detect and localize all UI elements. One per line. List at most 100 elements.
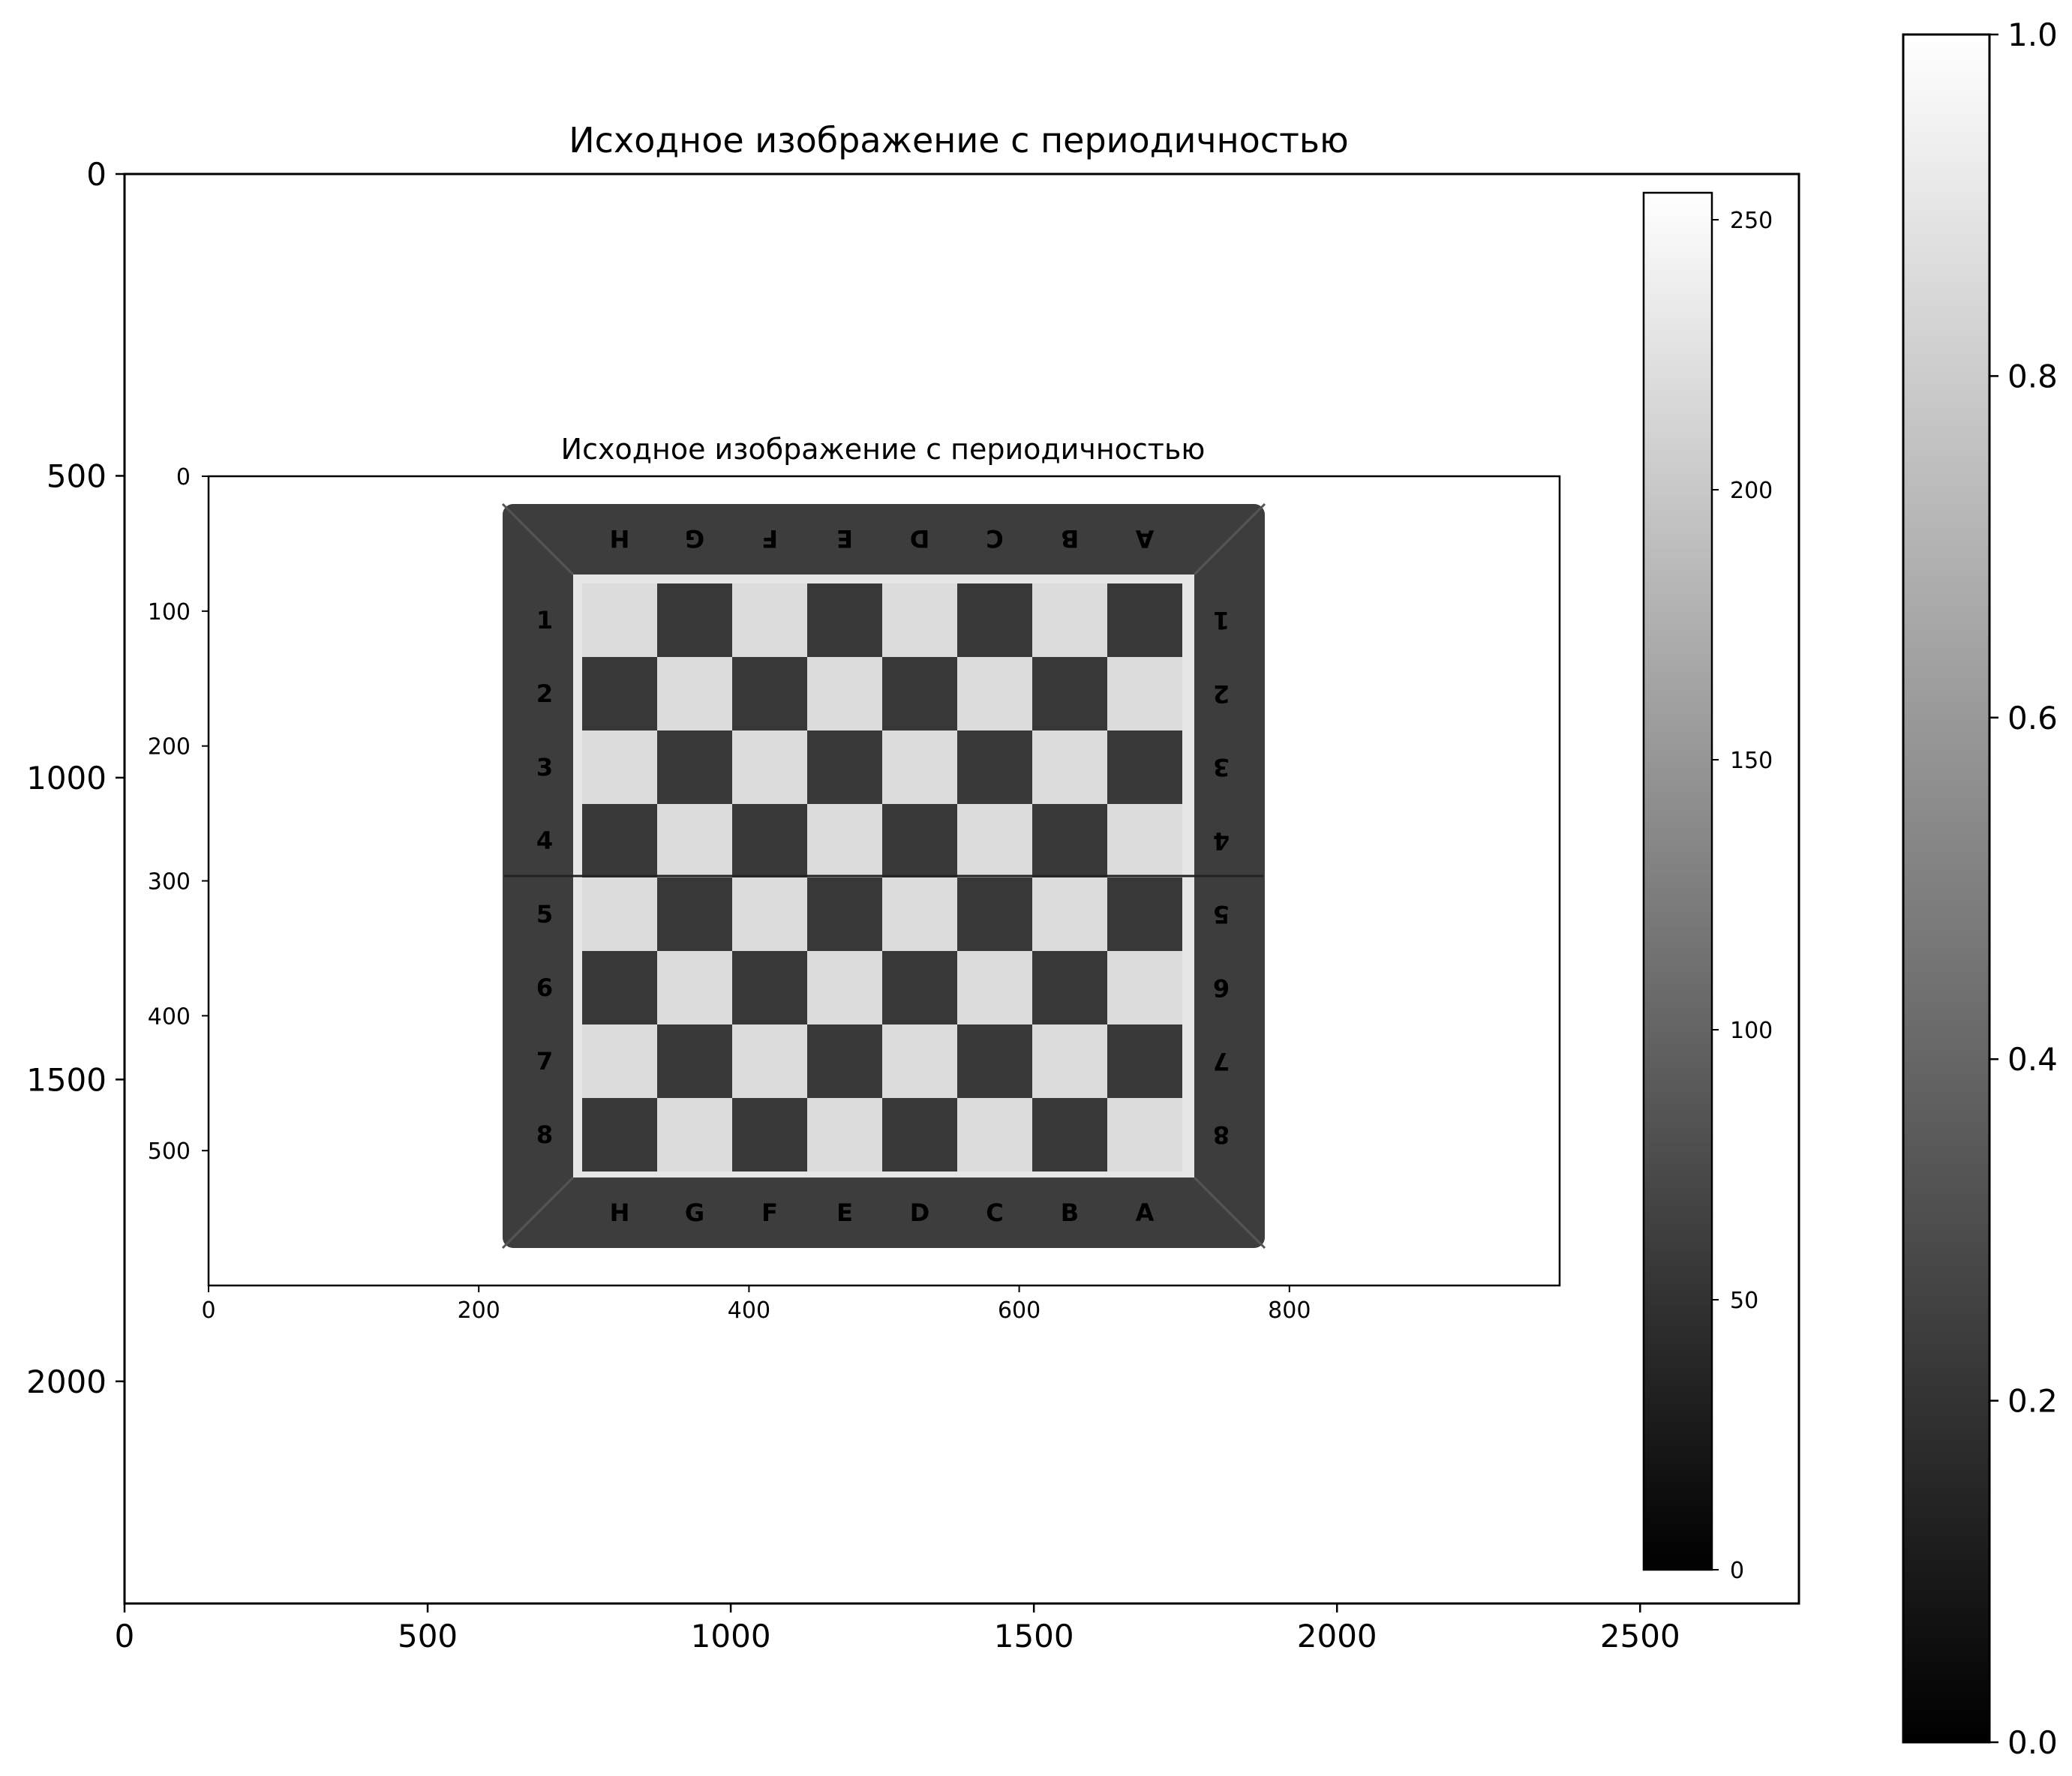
dark-square — [1032, 1098, 1107, 1172]
board-left-number: 8 — [536, 1120, 553, 1149]
light-square — [957, 1098, 1032, 1172]
board-top-letter: H — [610, 524, 630, 553]
dark-square — [732, 1098, 807, 1172]
light-square — [732, 878, 807, 951]
dark-square — [957, 1024, 1032, 1098]
light-square — [1107, 951, 1182, 1024]
inner-x-tick-label: 800 — [1268, 1298, 1311, 1324]
light-square — [807, 804, 882, 878]
outer-x-tick-label: 0 — [115, 1618, 135, 1654]
inner-y-ticks: 0 100 200 300 400 500 — [148, 464, 209, 1165]
light-square — [1032, 878, 1107, 951]
inner-colorbar-tick-label: 50 — [1730, 1288, 1758, 1314]
outer-y-tick-label: 1000 — [26, 760, 107, 796]
frame-miter-tr — [1193, 502, 1266, 576]
board-right-number: 2 — [1213, 680, 1230, 708]
outer-x-ticks: 0 500 1000 1500 2000 2500 — [115, 1604, 1680, 1654]
light-square — [582, 1024, 657, 1098]
inner-y-tick-label: 0 — [176, 464, 191, 490]
light-square — [807, 951, 882, 1024]
chessboard-image: H G F E D C B A H G F E D C B A 1 2 3 4 5 6 7 8 1 2 3 4 5 6 7 8 — [501, 502, 1266, 1250]
inner-y-tick-label: 200 — [148, 734, 191, 760]
light-square — [1107, 657, 1182, 730]
board-left-number: 6 — [536, 974, 553, 1002]
inner-x-tick-label: 200 — [458, 1298, 500, 1324]
board-bottom-letter: G — [685, 1198, 704, 1227]
light-square — [957, 951, 1032, 1024]
inner-x-tick-label: 0 — [201, 1298, 215, 1324]
light-square — [582, 730, 657, 804]
light-square — [732, 730, 807, 804]
light-square — [882, 730, 957, 804]
frame-miter-br — [1193, 1176, 1266, 1250]
inner-y-tick-label: 500 — [148, 1138, 191, 1165]
dark-square — [882, 1098, 957, 1172]
dark-square — [657, 584, 732, 657]
board-right-number: 1 — [1213, 606, 1230, 634]
light-square — [1107, 804, 1182, 878]
dark-square — [1032, 657, 1107, 730]
outer-y-tick-label: 500 — [47, 458, 107, 494]
outer-colorbar-tick-label: 0.6 — [2007, 700, 2058, 736]
dark-square — [582, 951, 657, 1024]
board-top-letter: A — [1135, 524, 1154, 553]
light-square — [882, 1024, 957, 1098]
dark-square — [732, 804, 807, 878]
dark-square — [732, 657, 807, 730]
dark-square — [957, 878, 1032, 951]
board-right-number: 4 — [1213, 826, 1230, 855]
frame-miter-tl — [501, 502, 575, 576]
inner-x-tick-label: 400 — [728, 1298, 770, 1324]
inner-colorbar-tick-label: 250 — [1730, 208, 1773, 234]
light-square — [1032, 730, 1107, 804]
board-bottom-letter: F — [761, 1198, 778, 1227]
dark-square — [582, 804, 657, 878]
outer-x-tick-label: 500 — [398, 1618, 458, 1654]
inner-y-tick-label: 400 — [148, 1004, 191, 1030]
board-bottom-letter: E — [836, 1198, 853, 1227]
board-squares — [582, 584, 1182, 1172]
light-square — [582, 584, 657, 657]
inner-x-tick-label: 600 — [998, 1298, 1041, 1324]
inner-colorbar-tick-label: 150 — [1730, 748, 1773, 774]
board-bottom-letter: H — [610, 1198, 630, 1227]
dark-square — [957, 584, 1032, 657]
dark-square — [582, 1098, 657, 1172]
dark-square — [882, 951, 957, 1024]
outer-y-tick-label: 0 — [86, 156, 107, 193]
dark-square — [657, 878, 732, 951]
board-bottom-letter: D — [910, 1198, 930, 1227]
light-square — [657, 1098, 732, 1172]
board-labels: H G F E D C B A H G F E D C B A 1 2 3 4 5 6 7 8 1 2 3 4 5 6 7 8 — [536, 524, 1230, 1227]
dark-square — [1107, 584, 1182, 657]
dark-square — [657, 730, 732, 804]
inner-colorbar-tick-label: 100 — [1730, 1018, 1773, 1044]
board-top-letter: C — [986, 524, 1003, 553]
dark-square — [1107, 878, 1182, 951]
board-top-letter: F — [761, 524, 778, 553]
dark-square — [882, 804, 957, 878]
light-square — [882, 878, 957, 951]
inner-colorbar-tick-label: 200 — [1730, 478, 1773, 504]
outer-y-tick-label: 2000 — [26, 1364, 107, 1400]
dark-square — [882, 657, 957, 730]
outer-y-tick-label: 1500 — [26, 1061, 107, 1098]
board-right-number: 3 — [1213, 753, 1230, 782]
board-right-number: 5 — [1213, 900, 1230, 928]
light-square — [1107, 1098, 1182, 1172]
outer-colorbar-tick-label: 0.2 — [2007, 1383, 2058, 1420]
inner-colorbar — [1642, 191, 1713, 1571]
light-square — [882, 584, 957, 657]
dark-square — [582, 657, 657, 730]
light-square — [1032, 1024, 1107, 1098]
board-left-number: 2 — [536, 680, 553, 708]
light-square — [732, 584, 807, 657]
board-left-number: 5 — [536, 900, 553, 928]
outer-x-tick-label: 1500 — [994, 1618, 1074, 1654]
light-square — [657, 657, 732, 730]
light-square — [807, 1098, 882, 1172]
light-square — [657, 804, 732, 878]
inner-y-tick-label: 300 — [148, 869, 191, 896]
board-bottom-letter: B — [1061, 1198, 1079, 1227]
